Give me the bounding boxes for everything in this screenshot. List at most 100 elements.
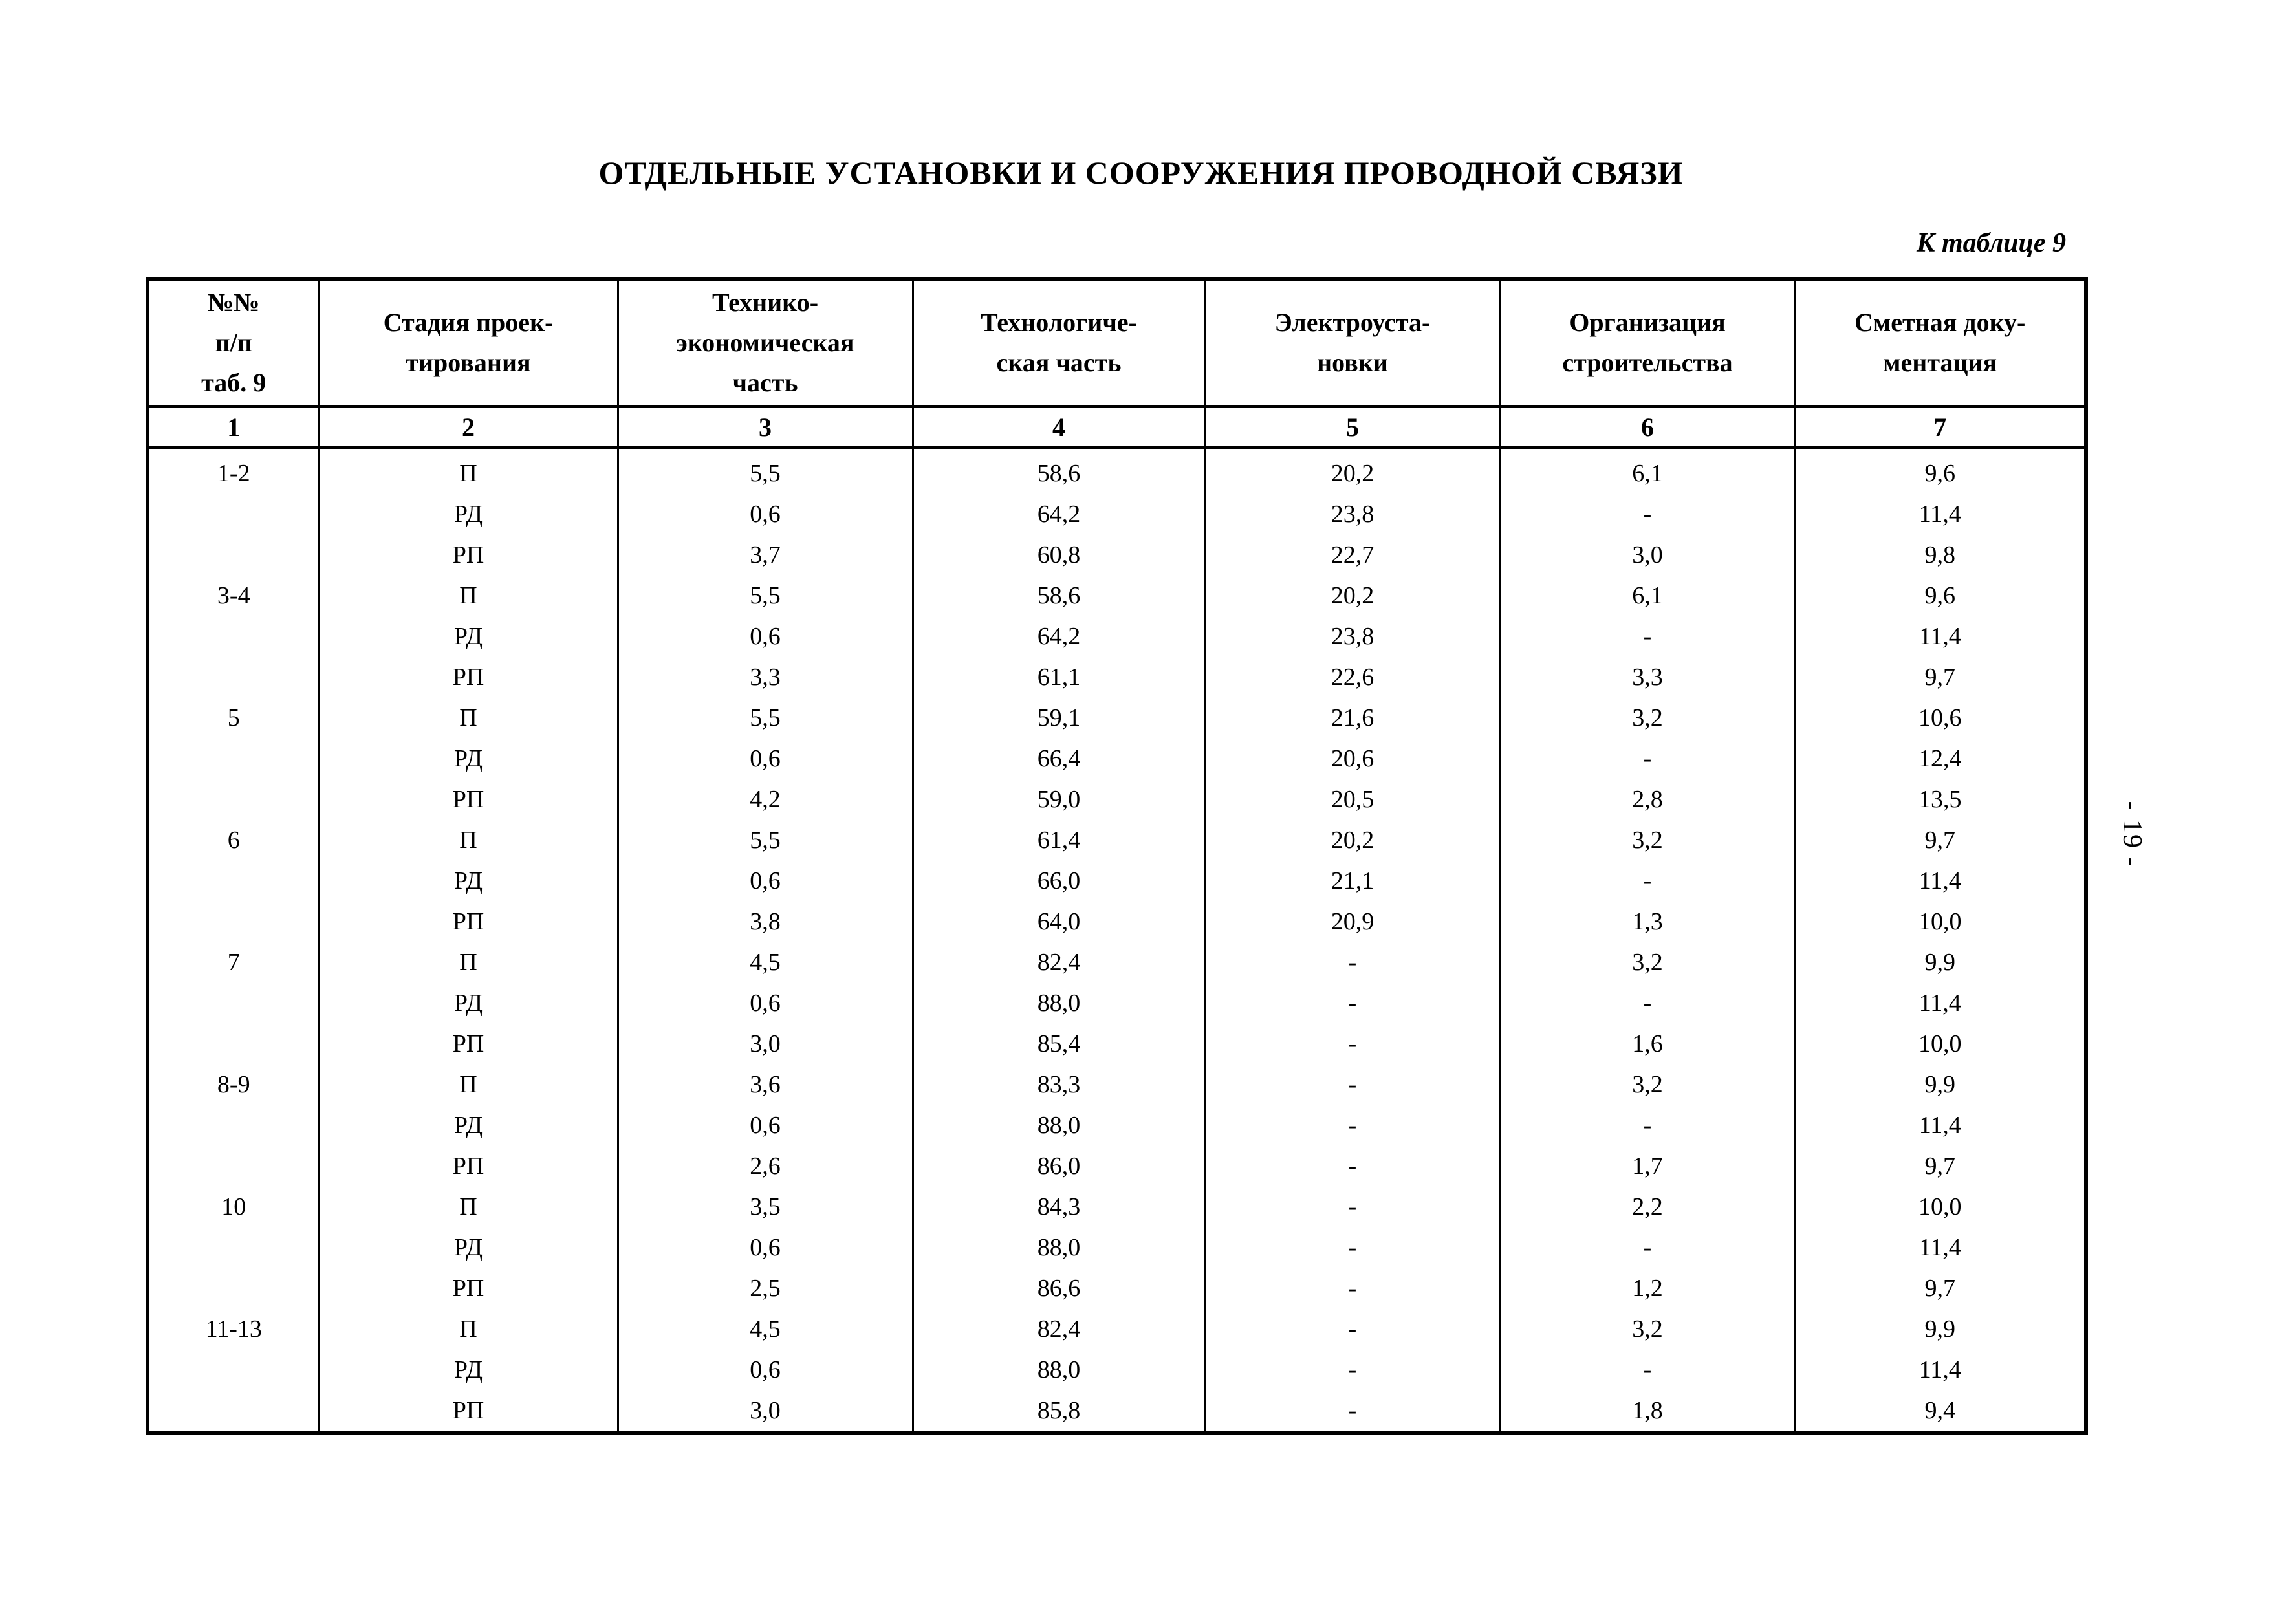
value-cell: 9,9 [1794, 1064, 2087, 1105]
column-index-row: 1 2 3 4 5 6 7 [146, 406, 2087, 449]
row-stage-cell: П [318, 819, 619, 860]
value-cell: - [1204, 1064, 1501, 1105]
row-group-cell: 3-4 [146, 575, 320, 616]
table-row: РД 0,6 88,0- -11,4 [146, 1227, 2087, 1268]
value-cell: 10,0 [1794, 1023, 2087, 1064]
value-cell: 88,0 [911, 1227, 1206, 1268]
row-stage-cell: РД [318, 493, 619, 534]
table-row: РП 3,0 85,4-1,6 10,0 [146, 1023, 2087, 1064]
value-cell: 20,2 [1204, 447, 1501, 493]
row-group-cell: 8-9 [146, 1064, 320, 1105]
column-index: 7 [1794, 406, 2087, 449]
value-cell: 9,7 [1794, 1268, 2087, 1308]
column-header-electro: Электроуста- новки [1204, 279, 1501, 408]
value-cell: 11,4 [1794, 1349, 2087, 1390]
value-cell: 21,6 [1204, 697, 1501, 738]
value-cell: 1,6 [1499, 1023, 1796, 1064]
value-cell: 12,4 [1794, 738, 2087, 779]
value-cell: 82,4 [911, 942, 1206, 982]
table-row: 11-13 П 4,5 82,4-3,2 9,9 [146, 1308, 2087, 1349]
row-group-cell: 6 [146, 819, 320, 860]
value-cell: 2,2 [1499, 1186, 1796, 1227]
value-cell: 85,8 [911, 1390, 1206, 1433]
row-group-cell [146, 534, 320, 575]
value-cell: - [1204, 1227, 1501, 1268]
value-cell: - [1499, 860, 1796, 901]
column-header-organization: Организация строительства [1499, 279, 1796, 408]
table-body: 1-2 П 5,5 58,6 20,2 6,1 9,6 РД 0,6 64,2 23,8-11,4 Р… [146, 447, 2087, 1433]
value-cell: 3,2 [1499, 697, 1796, 738]
value-cell: 64,2 [911, 493, 1206, 534]
column-index: 6 [1499, 406, 1796, 449]
row-stage-cell: РП [318, 656, 619, 697]
value-cell: 6,1 [1499, 447, 1796, 493]
column-index: 3 [616, 406, 914, 449]
row-stage-cell: РД [318, 1227, 619, 1268]
column-index: 4 [911, 406, 1206, 449]
value-cell: 9,9 [1794, 942, 2087, 982]
value-cell: 5,5 [616, 819, 914, 860]
value-cell: 1,3 [1499, 901, 1796, 942]
row-stage-cell: П [318, 697, 619, 738]
row-stage-cell: РП [318, 1023, 619, 1064]
value-cell: 10,6 [1794, 697, 2087, 738]
row-group-cell [146, 901, 320, 942]
column-index: 1 [146, 406, 320, 449]
value-cell: - [1204, 982, 1501, 1023]
value-cell: - [1204, 1186, 1501, 1227]
value-cell: 64,2 [911, 616, 1206, 656]
page-number: - 19 - [2117, 801, 2147, 868]
value-cell: - [1499, 1105, 1796, 1145]
value-cell: 20,6 [1204, 738, 1501, 779]
value-cell: 11,4 [1794, 982, 2087, 1023]
value-cell: 2,8 [1499, 779, 1796, 819]
value-cell: - [1499, 1349, 1796, 1390]
row-stage-cell: РД [318, 738, 619, 779]
table-row: РД 0,6 88,0- -11,4 [146, 982, 2087, 1023]
table-row: РП 3,7 60,8 22,7 3,0 9,8 [146, 534, 2087, 575]
table-row: РД 0,6 66,4 20,6-12,4 [146, 738, 2087, 779]
page-title: ОТДЕЛЬНЫЕ УСТАНОВКИ И СООРУЖЕНИЯ ПРОВОДН… [598, 155, 1684, 191]
row-stage-cell: П [318, 1308, 619, 1349]
value-cell: 9,9 [1794, 1308, 2087, 1349]
value-cell: - [1499, 1227, 1796, 1268]
value-cell: 11,4 [1794, 1105, 2087, 1145]
value-cell: 11,4 [1794, 860, 2087, 901]
value-cell: - [1204, 1268, 1501, 1308]
value-cell: 6,1 [1499, 575, 1796, 616]
column-header-stage: Стадия проек- тирования [318, 279, 619, 408]
value-cell: 3,7 [616, 534, 914, 575]
value-cell: 1,7 [1499, 1145, 1796, 1186]
table-row: 3-4 П 5,5 58,6 20,2 6,1 9,6 [146, 575, 2087, 616]
value-cell: 2,6 [616, 1145, 914, 1186]
row-group-cell [146, 779, 320, 819]
value-cell: 20,9 [1204, 901, 1501, 942]
value-cell: 66,0 [911, 860, 1206, 901]
value-cell: 0,6 [616, 982, 914, 1023]
value-cell: 4,5 [616, 942, 914, 982]
row-group-cell [146, 738, 320, 779]
value-cell: 11,4 [1794, 493, 2087, 534]
value-cell: - [1204, 1105, 1501, 1145]
value-cell: 59,0 [911, 779, 1206, 819]
value-cell: 59,1 [911, 697, 1206, 738]
value-cell: 9,6 [1794, 575, 2087, 616]
row-stage-cell: РП [318, 1268, 619, 1308]
value-cell: 0,6 [616, 1349, 914, 1390]
value-cell: 4,5 [616, 1308, 914, 1349]
value-cell: 21,1 [1204, 860, 1501, 901]
value-cell: 3,3 [1499, 656, 1796, 697]
row-stage-cell: РП [318, 534, 619, 575]
column-header-estimate: Сметная доку- ментация [1794, 279, 2087, 408]
value-cell: 61,4 [911, 819, 1206, 860]
value-cell: - [1499, 616, 1796, 656]
value-cell: 20,5 [1204, 779, 1501, 819]
value-cell: - [1204, 1145, 1501, 1186]
value-cell: 86,6 [911, 1268, 1206, 1308]
table-row: РД 0,6 88,0- -11,4 [146, 1349, 2087, 1390]
table-row: РП 4,2 59,0 20,5 2,8 13,5 [146, 779, 2087, 819]
row-stage-cell: П [318, 575, 619, 616]
value-cell: - [1499, 982, 1796, 1023]
value-cell: - [1204, 1023, 1501, 1064]
row-group-cell: 11-13 [146, 1308, 320, 1349]
